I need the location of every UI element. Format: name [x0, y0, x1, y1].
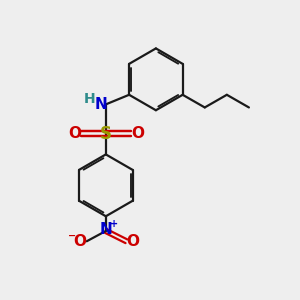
Text: N: N: [94, 97, 107, 112]
Text: O: O: [126, 234, 140, 249]
Text: +: +: [110, 219, 118, 229]
Text: O: O: [68, 126, 81, 141]
Text: −: −: [68, 230, 76, 240]
Text: O: O: [74, 234, 87, 249]
Text: O: O: [131, 126, 144, 141]
Text: N: N: [100, 222, 112, 237]
Text: H: H: [84, 92, 95, 106]
Text: S: S: [100, 125, 112, 143]
